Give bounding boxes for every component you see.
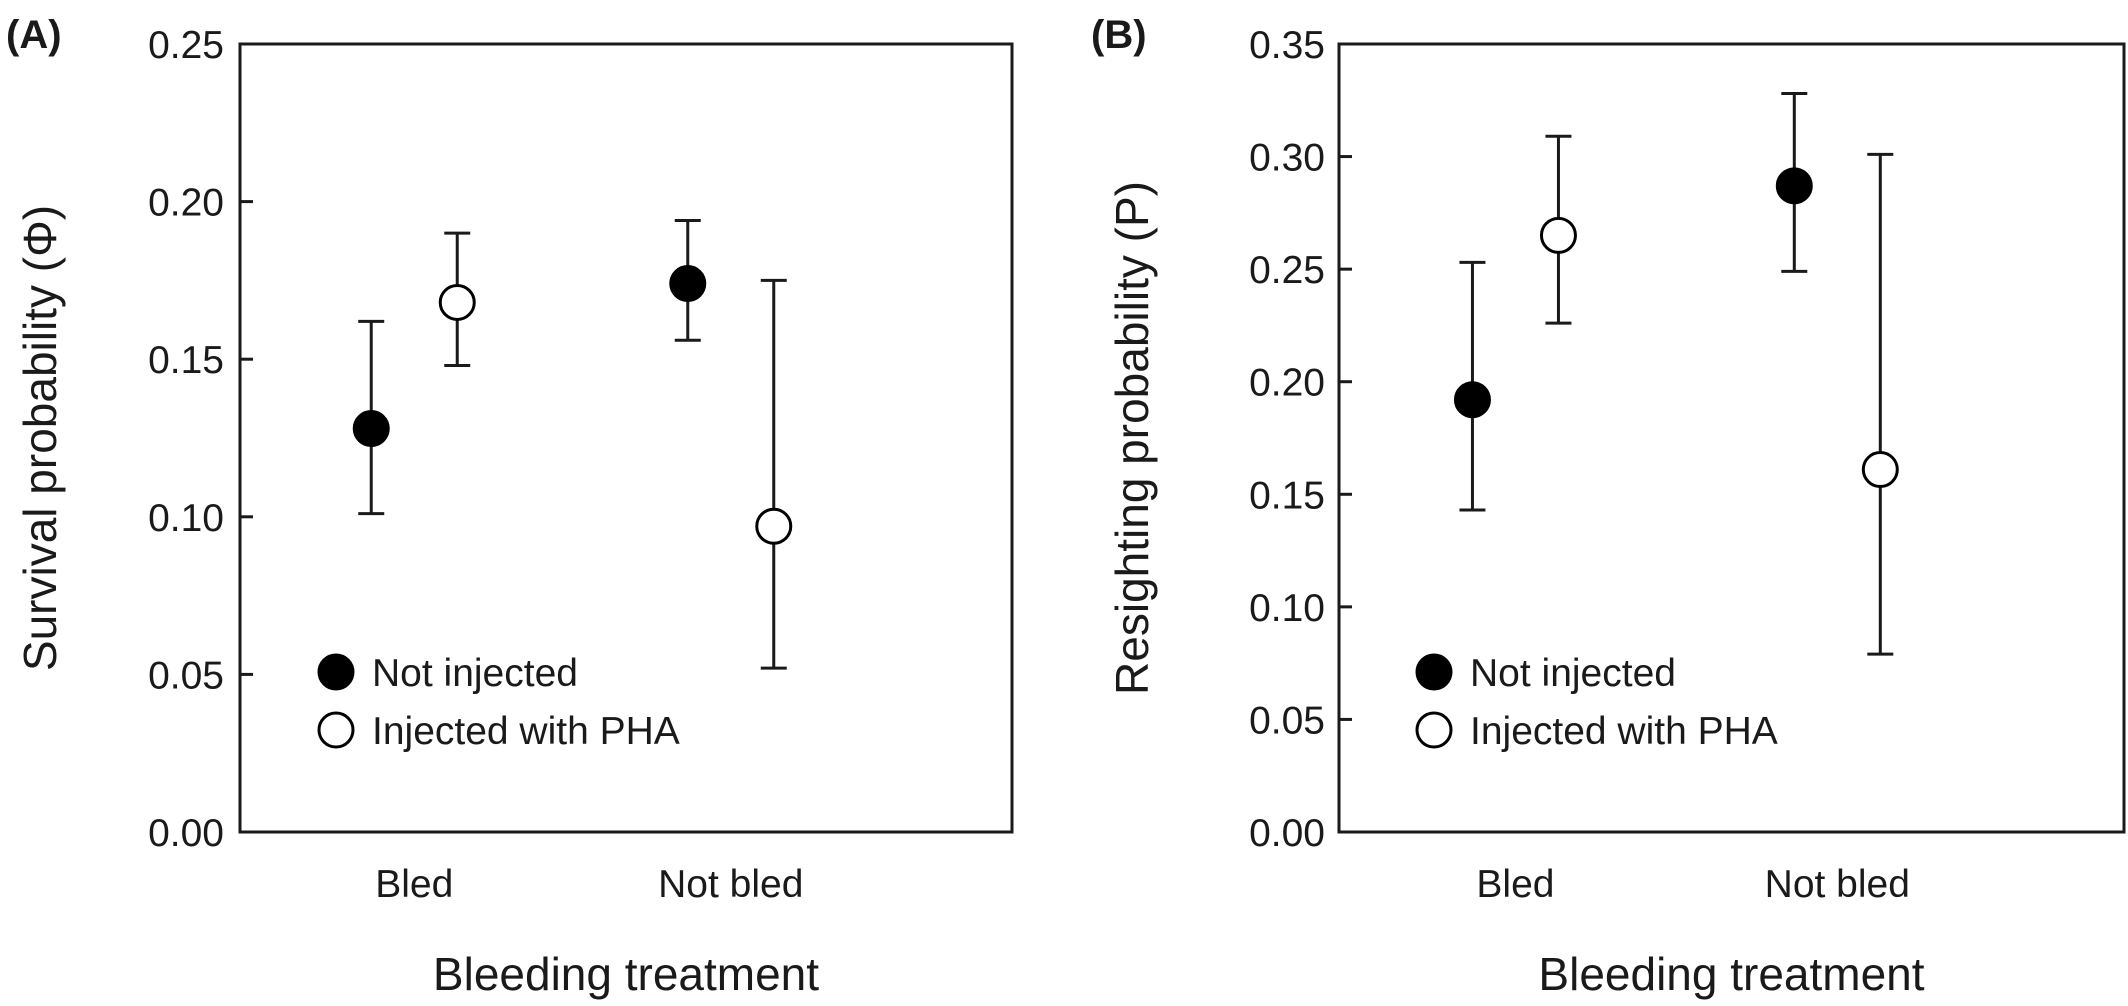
y-tick-label: 0.00: [148, 812, 224, 855]
y-tick-label: 0.15: [148, 339, 224, 382]
legend-label: Injected with PHA: [372, 710, 680, 753]
x-category-label: Bled: [375, 863, 453, 906]
y-tick-label: 0.05: [1249, 699, 1325, 742]
y-tick-label: 0.30: [1249, 137, 1325, 180]
x-category-label: Not bled: [1765, 863, 1910, 906]
y-axis-title: Resighting probability (P): [1106, 181, 1158, 695]
panel-b: (B) 0.00 0.05 0.10 0.15 0.20 0.25 0.30 0.35 Resig…: [1091, 13, 2126, 1000]
data-point-injected: [755, 507, 793, 545]
data-point-not-injected: [1775, 167, 1813, 205]
legend-label: Injected with PHA: [1470, 710, 1778, 753]
legend-label: Not injected: [1470, 652, 1676, 695]
legend-marker-filled: [317, 653, 355, 691]
y-tick-label: 0.25: [148, 24, 224, 67]
legend-marker-open: [1415, 711, 1453, 749]
y-tick-label: 0.10: [148, 497, 224, 540]
y-tick-label: 0.15: [1249, 474, 1325, 517]
data-point-not-injected: [669, 265, 707, 303]
y-axis-title: Survival probability (Φ): [14, 205, 66, 671]
legend-label: Not injected: [372, 652, 578, 695]
x-category-label: Not bled: [658, 863, 803, 906]
data-point-not-injected: [352, 410, 390, 448]
y-tick-label: 0.00: [1249, 812, 1325, 855]
plot-frame: [238, 42, 1014, 834]
y-tick-label: 0.25: [1249, 249, 1325, 292]
data-point-not-injected: [1453, 381, 1491, 419]
panel-label: (B): [1091, 13, 1147, 57]
y-tick-label: 0.05: [148, 654, 224, 697]
data-point-injected: [1539, 216, 1577, 254]
legend-marker-filled: [1415, 653, 1453, 691]
y-tick-label: 0.10: [1249, 587, 1325, 630]
x-axis-title: Bleeding treatment: [433, 948, 819, 1000]
y-tick-label: 0.20: [148, 182, 224, 225]
plot-frame: [1337, 42, 2126, 834]
data-point-injected: [1861, 451, 1899, 489]
y-tick-label: 0.35: [1249, 24, 1325, 67]
x-category-label: Bled: [1476, 863, 1554, 906]
legend-marker-open: [317, 711, 355, 749]
x-axis-title: Bleeding treatment: [1538, 948, 1924, 1000]
data-point-injected: [438, 283, 476, 321]
y-tick-label: 0.20: [1249, 362, 1325, 405]
panel-a: (A) 0.00 0.05 0.10 0.15 0.20 0.25 Survival prob…: [6, 13, 1014, 1000]
panel-label: (A): [6, 13, 62, 57]
